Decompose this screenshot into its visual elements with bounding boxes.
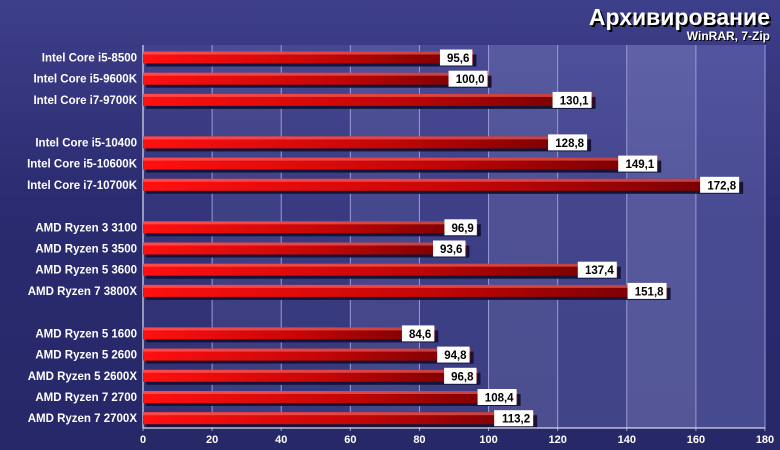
value-label-box [401,325,435,342]
value-label: 130,1 [560,95,589,107]
category-label: AMD Ryzen 5 2600 [35,350,137,362]
category-label: AMD Ryzen 5 1600 [35,328,137,340]
category-label: AMD Ryzen 7 3800X [28,286,138,298]
value-label: 84,6 [409,329,431,341]
grid-lines [142,45,766,431]
value-label-box [477,389,517,405]
bar-highlight [143,136,589,140]
bar-highlight [143,242,467,246]
value-label: 108,4 [485,393,514,405]
bar-highlight [143,369,478,373]
value-label-box [439,49,473,66]
value-label: 113,2 [502,414,530,426]
value-label: 149,1 [625,159,654,171]
x-tick-label: 140 [618,434,636,446]
bar-highlight [143,72,489,76]
bars-layer: 95,6 100,0 130,1 128,8 149,1 172,8 96,9 93,6 137… [143,49,744,428]
category-label: AMD Ryzen 7 2700 [35,392,137,404]
category-label: Intel Core i5-9600K [33,74,137,86]
x-tick-label: 40 [275,434,287,446]
value-label: 137,4 [585,265,614,277]
category-label: AMD Ryzen 7 2700X [28,413,138,425]
plot-band [626,45,696,428]
chart-subtitle: WinRAR, 7-Zip [686,29,770,43]
value-label: 96,9 [451,223,473,235]
value-label: 95,6 [447,53,469,65]
bar-highlight [143,157,659,161]
category-label: Intel Core i7-10700K [27,180,138,192]
value-label: 172,8 [707,180,736,192]
category-labels: Intel Core i5-8500 Intel Core i5-9600K Int… [27,53,138,426]
value-label-box [444,367,477,384]
x-tick-label: 80 [413,434,425,446]
value-label-box [627,282,667,299]
category-label: Intel Core i5-10400 [35,137,137,149]
category-label: AMD Ryzen 3 3100 [35,222,137,234]
value-label-box [494,410,534,427]
bar-highlight [143,221,478,225]
x-tick-label: 120 [548,434,566,446]
value-label: 151,8 [635,286,664,298]
category-label: AMD Ryzen 5 3500 [35,244,137,256]
value-label-box [548,134,588,151]
value-label: 93,6 [440,244,462,256]
bar-highlight [143,263,618,267]
x-tick-label: 0 [140,434,146,446]
x-tick-label: 60 [344,434,356,446]
x-axis-ticks: 0 20 40 60 80 100 120 140 160 180 [140,434,774,446]
plot-band [695,45,765,428]
x-tick-label: 20 [206,434,218,446]
value-label: 94,8 [444,350,467,362]
bar-highlight [143,327,436,331]
bar-highlight [143,412,535,416]
value-label-box [437,346,470,363]
bar-highlight [143,178,741,182]
category-label: Intel Core i5-10600K [27,159,138,171]
value-label-box [552,91,592,108]
category-label: Intel Core i7-9700K [33,95,137,107]
value-label-box [618,155,658,172]
bar-highlight [143,391,518,394]
bar-highlight [143,93,593,97]
value-label-box [444,219,477,236]
bar-highlight [143,284,668,288]
category-label: AMD Ryzen 5 3600 [35,265,137,277]
bar-highlight [143,348,471,352]
x-tick-label: 100 [479,434,497,446]
chart-title: Архивирование [588,4,770,30]
value-label-box [448,70,488,87]
category-label: Intel Core i5-8500 [42,53,137,65]
x-tick-label: 160 [687,434,705,446]
value-label: 128,8 [555,138,584,150]
value-label-box [700,176,740,193]
value-label: 100,0 [456,74,485,86]
value-label: 96,8 [451,371,474,383]
x-tick-label: 180 [756,434,774,446]
value-label-box [577,261,617,278]
category-label: AMD Ryzen 5 2600X [28,371,138,383]
value-label-box [433,240,466,257]
bar-highlight [143,51,474,55]
